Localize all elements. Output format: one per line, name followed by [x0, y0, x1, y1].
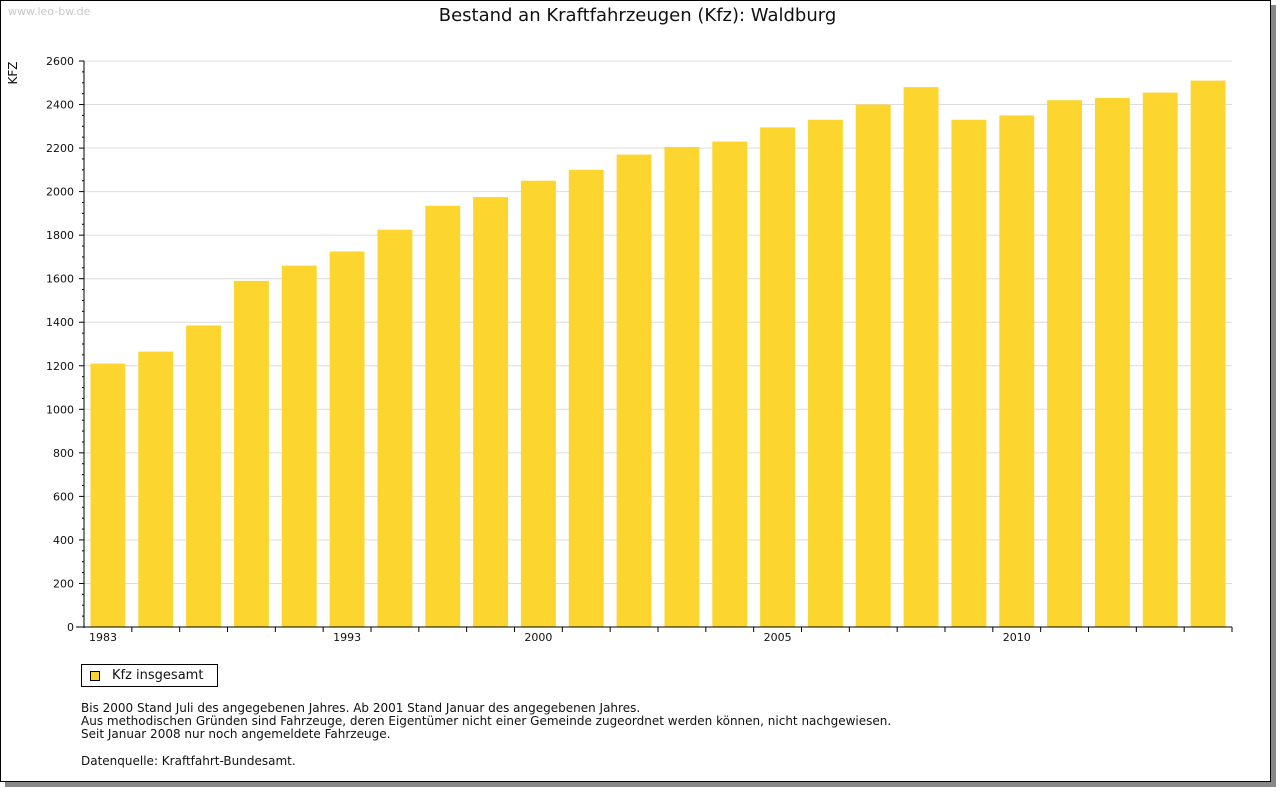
- bar: [855, 104, 891, 628]
- bar-chart: 0 200 400 600 800 1000 1200 1400 1600 1800 2000 220…: [46, 55, 1233, 644]
- bar: [1094, 98, 1130, 627]
- bar: [329, 251, 365, 627]
- note-line: Bis 2000 Stand Juli des angegebenen Jahr…: [81, 701, 641, 715]
- bar: [999, 115, 1035, 627]
- x-tick-label: 1993: [333, 631, 361, 644]
- y-tick-label: 2400: [46, 99, 74, 112]
- y-tick-label: 1400: [46, 316, 74, 329]
- data-source: Datenquelle: Kraftfahrt-Bundesamt.: [81, 754, 296, 768]
- chart-notes: Bis 2000 Stand Juli des angegebenen Jahr…: [81, 702, 891, 741]
- note-line: Seit Januar 2008 nur noch angemeldete Fa…: [81, 727, 391, 741]
- bar: [760, 127, 796, 628]
- note-line: Aus methodischen Gründen sind Fahrzeuge,…: [81, 714, 892, 728]
- legend-label: Kfz insgesamt: [112, 668, 204, 683]
- y-tick-label: 1600: [46, 273, 74, 286]
- x-tick-label: 2005: [764, 631, 792, 644]
- chart-title: Bestand an Kraftfahrzeugen (Kfz): Waldbu…: [438, 5, 837, 26]
- bar: [664, 146, 700, 627]
- bar: [520, 180, 556, 627]
- x-tick-label: 1983: [89, 631, 117, 644]
- bar: [473, 197, 509, 628]
- bar: [616, 154, 652, 627]
- y-tick-label: 800: [53, 447, 74, 460]
- bar: [1047, 100, 1083, 627]
- legend: Kfz insgesamt: [81, 664, 218, 687]
- watermark: www.leo-bw.de: [8, 5, 91, 18]
- bar: [712, 141, 748, 628]
- y-tick-label: 1200: [46, 360, 74, 373]
- bar: [138, 351, 174, 627]
- bar: [377, 229, 413, 627]
- bar: [90, 363, 126, 627]
- y-tick-label: 2000: [46, 186, 74, 199]
- y-tick-label: 200: [53, 577, 74, 590]
- bar: [951, 119, 987, 628]
- bar: [1190, 80, 1226, 628]
- bar: [1142, 92, 1178, 628]
- y-tick-label: 0: [67, 621, 74, 634]
- bar: [903, 87, 939, 628]
- y-tick-label: 600: [53, 490, 74, 503]
- y-tick-label: 1000: [46, 403, 74, 416]
- bar: [186, 325, 222, 627]
- y-tick-label: 2600: [46, 55, 74, 68]
- y-tick-label: 1800: [46, 229, 74, 242]
- bar: [568, 169, 604, 627]
- bar: [807, 119, 843, 628]
- bar: [281, 265, 317, 627]
- y-tick-label: 2200: [46, 142, 74, 155]
- y-tick-label: 400: [53, 534, 74, 547]
- bar: [233, 280, 269, 627]
- bar: [425, 205, 461, 627]
- x-tick-label: 2000: [524, 631, 552, 644]
- x-tick-label: 2010: [1003, 631, 1031, 644]
- legend-swatch: [90, 671, 100, 681]
